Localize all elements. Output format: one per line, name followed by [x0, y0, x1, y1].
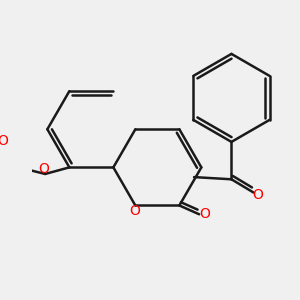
Text: O: O	[200, 207, 210, 221]
Text: O: O	[39, 162, 50, 176]
Text: O: O	[129, 204, 140, 218]
Text: O: O	[253, 188, 263, 202]
Text: O: O	[0, 134, 9, 148]
